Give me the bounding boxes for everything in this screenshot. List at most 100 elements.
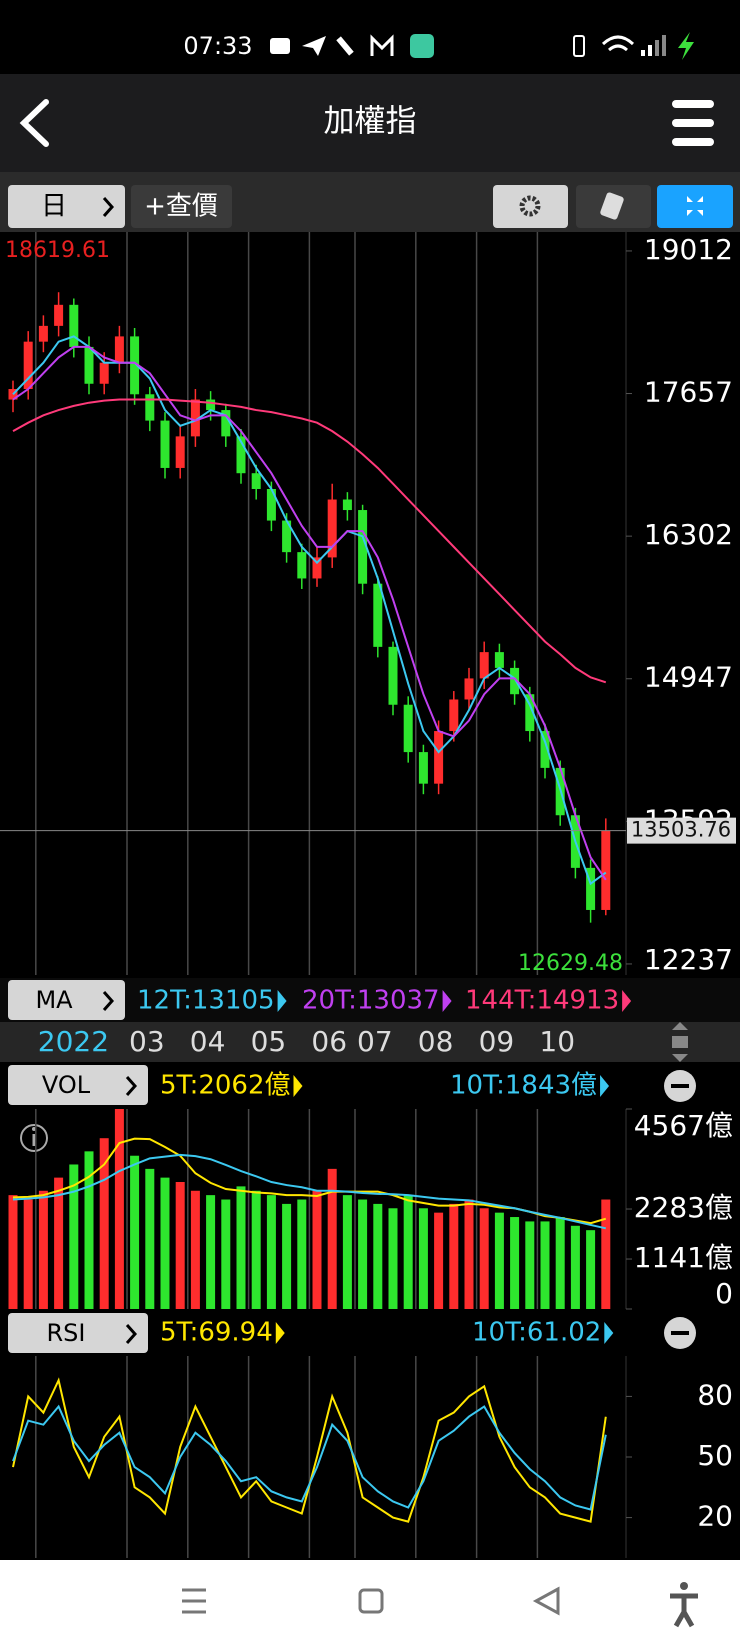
candle-body	[525, 694, 535, 732]
max-label: 18619.61	[5, 238, 110, 263]
back-button[interactable]	[19, 99, 49, 147]
candle-body	[510, 667, 520, 695]
volume-bar	[236, 1186, 246, 1309]
volume-bar	[540, 1221, 550, 1309]
month-label: 07	[357, 1025, 393, 1058]
volume-bar	[449, 1203, 459, 1309]
volume-bar	[69, 1164, 79, 1309]
volume-bar	[84, 1151, 94, 1309]
indicator-line	[12, 398, 607, 684]
y-tick-label: 17657	[644, 376, 733, 409]
volume-bar	[418, 1208, 428, 1309]
volume-bar	[494, 1212, 504, 1309]
legend-marker	[275, 1322, 285, 1344]
volume-bar	[160, 1177, 170, 1309]
fullscreen-button[interactable]	[657, 185, 733, 228]
gear-icon	[519, 195, 541, 217]
candle-body	[464, 678, 474, 700]
indicator-label: MA	[35, 986, 73, 1014]
y-tick-label: 1141億	[634, 1241, 733, 1274]
month-row	[0, 1022, 740, 1062]
info-icon-dot	[32, 1127, 36, 1131]
month-label: 06	[311, 1025, 347, 1058]
last-price-box	[627, 817, 736, 844]
candle-body	[54, 304, 64, 326]
period-button[interactable]	[8, 185, 125, 228]
legend-entry: 144T:14913	[465, 986, 619, 1016]
y-tick-label: 50	[697, 1439, 733, 1472]
candle-body	[99, 362, 109, 384]
volume-bar	[570, 1225, 580, 1309]
info-icon[interactable]	[20, 1124, 48, 1152]
legend-marker	[277, 990, 287, 1012]
quote-button[interactable]	[131, 185, 232, 228]
legend-entry: 10T:61.02	[472, 1318, 601, 1348]
chevron	[125, 1324, 138, 1344]
y-tick-label: 0	[715, 1277, 733, 1310]
volume-bar	[99, 1138, 109, 1309]
candle-body	[145, 394, 155, 421]
volume-bar	[358, 1199, 368, 1309]
candle-body	[23, 341, 33, 390]
nav-bar	[0, 1560, 740, 1644]
candle-body	[540, 731, 550, 768]
volume-bar	[251, 1190, 261, 1309]
volume-bar	[221, 1199, 231, 1309]
scroll-handle[interactable]	[672, 1022, 688, 1062]
candle-body	[342, 499, 352, 511]
candle-body	[297, 552, 307, 579]
legend-marker	[442, 990, 452, 1012]
volume-bar	[266, 1195, 276, 1309]
page-title: 加權指	[324, 104, 417, 140]
y-tick-label: 14947	[644, 661, 733, 694]
month-label: 08	[418, 1025, 454, 1058]
rotate-icon	[600, 192, 624, 220]
chevron	[125, 1076, 138, 1096]
y-tick-label: 19012	[644, 233, 733, 266]
candle-body	[282, 520, 292, 553]
y-tick-label: 16302	[644, 518, 733, 551]
candle-body	[114, 336, 124, 363]
nav-icons[interactable]	[182, 1582, 698, 1628]
indicator-line	[12, 335, 607, 886]
volume-bar	[510, 1217, 520, 1309]
ma-button[interactable]	[8, 980, 125, 1020]
volume-bar	[297, 1199, 307, 1309]
candle-body	[479, 652, 489, 679]
status-bar	[0, 0, 740, 74]
volume-bar	[190, 1190, 200, 1309]
candle-body	[403, 704, 413, 753]
candle-body	[266, 488, 276, 521]
app-header	[0, 74, 740, 172]
vol-button[interactable]	[8, 1065, 148, 1105]
volume-bar	[206, 1195, 216, 1309]
fullscreen-icon	[687, 196, 703, 216]
volume-bar	[8, 1195, 18, 1309]
status-icons	[270, 32, 694, 60]
legend-entry: 5T:2062億	[160, 1071, 291, 1101]
menu-button[interactable]	[672, 100, 714, 146]
candle-body	[449, 699, 459, 732]
candle-body	[130, 336, 140, 395]
candle-body	[160, 420, 170, 468]
chevron	[102, 197, 115, 217]
legend-marker	[600, 1075, 610, 1097]
y-tick-label: 20	[697, 1500, 733, 1533]
month-label: 05	[251, 1025, 287, 1058]
settings-button[interactable]	[493, 185, 568, 228]
legend-marker	[622, 990, 632, 1012]
volume-bar	[479, 1208, 489, 1309]
candle-body	[434, 731, 444, 784]
candle-body	[84, 346, 94, 384]
rsi-button[interactable]	[8, 1313, 148, 1353]
candle-body	[206, 399, 216, 411]
candle-body	[494, 652, 504, 668]
chevron	[102, 991, 115, 1011]
legend-entry: 12T:13105	[137, 986, 275, 1016]
candle-body	[69, 304, 79, 347]
candle-body	[418, 752, 428, 784]
volume-bar	[175, 1182, 185, 1309]
legend-marker	[293, 1075, 303, 1097]
